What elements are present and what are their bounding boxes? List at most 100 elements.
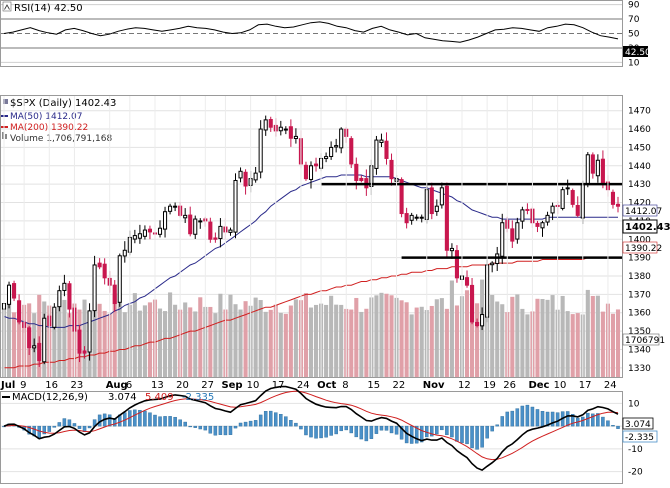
macd-hist-bar [390,426,393,433]
macd-hist-bar [279,414,282,426]
ma200-tag: 1390.22 [625,244,662,254]
x-tick-label: 6 [126,380,132,391]
x-tick-label: 10 [554,380,567,391]
macd-hist-bar [340,426,343,431]
candle-body [330,147,333,156]
volume-bar [591,296,595,377]
volume-bar [551,295,555,377]
macd-hist-bar [491,426,494,431]
volume-bar [158,309,162,377]
macd-hist-bar [204,426,207,430]
candle-body [340,129,343,148]
macd-panel: 100-10-20 MACD(12,26,9) 3.074 5.409 -2.3… [1,387,658,484]
candle-body [143,230,146,236]
macd-hist-bar [299,426,302,429]
volume-bar [339,305,343,377]
macd-hist-bar [284,417,287,426]
candle-body [410,215,413,220]
x-tick-label: 23 [70,380,83,391]
volume-bar [259,300,263,377]
candle-body [33,346,36,348]
volume-bar [198,297,202,377]
x-tick-label: 15 [367,380,380,391]
macd-hist-bar [521,406,524,426]
volume-bar [208,307,212,377]
candle-body [169,206,172,211]
candle-body [546,215,549,222]
volume-bar [450,281,454,377]
volume-bar [82,300,86,377]
macd-hist-bar [68,420,71,426]
volume-legend: Volume 1,706,791,168 [10,134,112,144]
candle-body [521,210,524,221]
candle-body [435,206,438,211]
candle-body [118,256,121,303]
candle-body [189,215,192,234]
candle-body [350,139,353,164]
volume-bar [304,293,308,377]
candle-body [471,285,474,321]
macd-hist-bar [224,426,227,435]
macd-hist-bar [395,426,398,434]
candle-body [390,160,393,178]
candle-body [239,171,242,178]
x-tick-label: 17 [272,380,285,391]
volume-bar [445,309,449,377]
volume-bar [525,314,529,377]
rsi-settings-icon[interactable] [3,2,11,11]
macd-hist-bar [450,426,453,437]
volume-bar [359,312,363,377]
macd-hist-bar [169,416,172,426]
macd-hist-bar [244,422,247,426]
macd-hist-bar [269,411,272,426]
volume-bar [420,307,424,377]
volume-bar [238,310,242,377]
x-tick-label: 13 [151,380,164,391]
x-tick-label: 9 [20,380,26,391]
volume-bar [324,305,328,377]
candle-body [254,173,257,180]
price-tick-label: 1470 [628,107,651,117]
candle-body [476,322,479,325]
macd-hist-bar [259,415,262,426]
candle-body [450,248,453,250]
macd-hist-bar [486,426,489,438]
candle-body [541,223,544,228]
x-tick-label: 19 [483,380,496,391]
macd-hist-bar [78,426,81,429]
last-price-tag: 1402.43 [625,222,670,233]
volume-bar [495,302,499,377]
price-tick-label: 1450 [628,143,651,153]
volume-bar [415,308,419,377]
macd-hist-bar [174,417,177,426]
price-panel: 1470146014501440143014201410140013901380… [1,96,670,378]
volume-bar [465,290,469,377]
macd-hist-bar [606,421,609,426]
volume-bar [545,300,549,377]
ma50-legend: MA(50) 1412.07 [10,112,82,122]
candle-body [194,219,197,234]
rsi-panel: 9070503010 RSI(14) 42.50 42.50 [1,1,652,69]
macd-label-hist: -2.335 [182,392,214,403]
candle-body [591,155,594,173]
price-tick-label: 1460 [628,125,651,135]
macd-hist-bar [330,426,333,435]
volume-bar [334,305,338,377]
macd-label-signal: 5.409 [145,392,174,403]
volume-bar [349,310,353,377]
macd-hist-bar [360,426,363,439]
volume-bar [475,303,479,377]
macd-hist-tag: -2.335 [625,433,654,443]
candle-body [304,165,307,178]
macd-hist-bar [445,426,448,435]
price-tick-label: 1430 [628,180,651,190]
candle-body [586,155,589,184]
volume-bar [435,299,439,377]
x-tick-label: Dec [528,380,549,391]
macd-hist-bar [601,417,604,426]
candle-body [164,212,167,229]
rsi-tick-label: 70 [628,15,640,25]
macd-hist-bar [58,422,61,426]
macd-hist-bar [194,426,197,428]
